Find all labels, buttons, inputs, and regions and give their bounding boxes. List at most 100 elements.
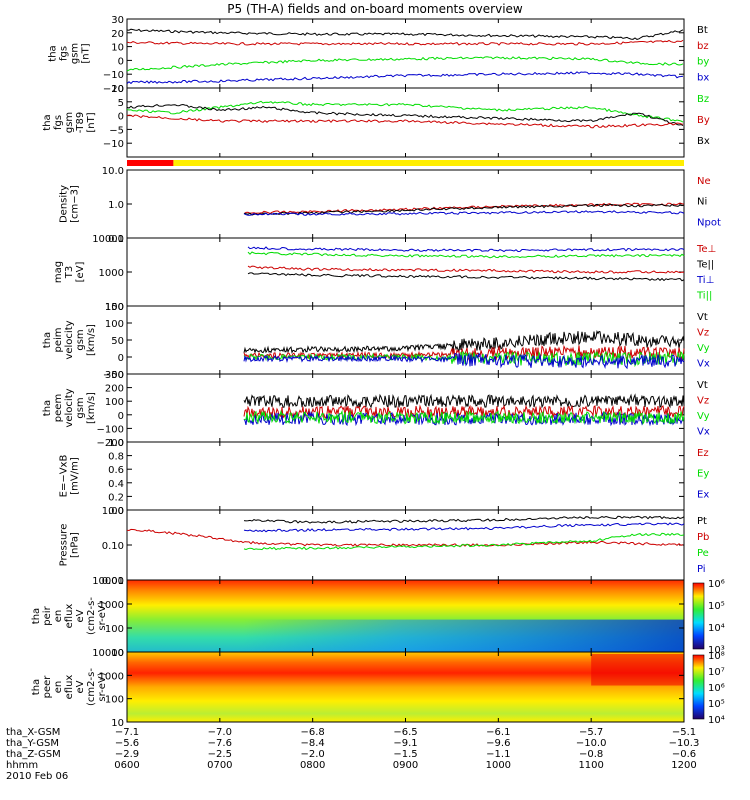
density-series-blue [243, 210, 685, 216]
efield-frame [126, 441, 685, 511]
ephem-value: 0700 [207, 760, 232, 771]
ephem-value: −7.0 [208, 727, 232, 738]
y-tick-label: −100 [97, 424, 124, 435]
ephem-value: −2.9 [115, 749, 139, 760]
chart-title: P5 (TH-A) fields and on-board moments ov… [227, 2, 523, 16]
fgs-series-blue [126, 71, 684, 85]
y-axis-label: fgs [53, 115, 64, 130]
y-axis-label: tha [42, 114, 53, 130]
y-axis-label: peim [53, 327, 64, 352]
vel_burst-series-red [243, 404, 685, 420]
y-tick-label: 0 [118, 112, 124, 123]
density-series-black [243, 203, 685, 216]
y-tick-label: 10 [111, 718, 124, 729]
ephem-value: −1.5 [393, 749, 417, 760]
y-axis-label: velocity [64, 320, 75, 359]
ephem-value: −1.1 [486, 749, 510, 760]
y-axis-label: gsm [75, 329, 86, 350]
colorbar-label: 10⁵ [708, 699, 725, 710]
legend-pressure: Pt [697, 516, 707, 527]
y-tick-label: 10000 [92, 648, 124, 659]
y-tick-label: 10 [111, 84, 124, 95]
legend-density: Ni [697, 197, 707, 208]
panel-efield: 1.0 0.8 0.6 0.4 0.2 0.0 E=−VxB [mV/m] Ez Ey Ex [59, 438, 710, 517]
y-axis-label: [nT] [81, 43, 92, 63]
legend-fgs: bz [697, 41, 709, 52]
y-tick-label: 0.6 [108, 465, 124, 476]
y-tick-label: 10000 [92, 234, 124, 245]
ephem-value: −0.8 [579, 749, 603, 760]
y-axis-label: velocity [64, 388, 75, 427]
y-tick-label: 100 [105, 302, 124, 313]
ephem-value: −8.4 [301, 738, 325, 749]
legend-vel_full: Vy [697, 343, 710, 354]
y-axis-label: eflux [64, 604, 75, 629]
legend-pressure: Pi [697, 564, 706, 575]
ephem-value: −6.5 [393, 727, 417, 738]
y-tick-label: 0.1 [108, 234, 124, 245]
mode-bar-fast [173, 160, 684, 166]
mode-bar [127, 160, 684, 166]
y-axis-label: [nT] [86, 112, 97, 132]
legend-vel_burst: Vt [697, 380, 708, 391]
y-axis-label: eflux [64, 675, 75, 700]
pressure-series-red [126, 528, 684, 547]
ephem-value: −9.6 [486, 738, 510, 749]
y-axis-label: peer [42, 675, 53, 699]
ephem-value: −5.6 [115, 738, 139, 749]
ephem-value: −10.3 [669, 738, 700, 749]
ephem-value: −6.8 [301, 727, 325, 738]
y-tick-label: 300 [105, 370, 124, 381]
y-tick-label: 100 [105, 397, 124, 408]
panel-elec_spec: 10⁸ 10⁷ 10⁶ 10⁵ 10⁴ 10000 1000 100 10 tha peer en ef… [31, 648, 725, 729]
y-axis-label: tha [31, 679, 42, 695]
ion_spec-colorbar: 10⁶ 10⁵ 10⁴ 10³ [692, 579, 725, 656]
vel_burst-series-black [243, 393, 685, 409]
y-axis-label: gsm [75, 397, 86, 418]
y-axis-label: peem [53, 394, 64, 422]
y-tick-label: 1000 [99, 600, 124, 611]
y-axis-label: [km/s] [86, 324, 97, 356]
y-axis-label: [nPa] [70, 532, 81, 558]
y-axis-label: en [53, 681, 64, 694]
y-tick-label: 50 [111, 336, 124, 347]
ephem-value: −2.5 [208, 749, 232, 760]
y-tick-label: 100 [105, 695, 124, 706]
temp-series-black [247, 272, 685, 282]
colorbar-label: 10⁵ [708, 601, 725, 612]
y-axis-label: T3 [64, 266, 75, 279]
y-tick-label: 0 [118, 56, 124, 67]
vel_full-frame [126, 305, 685, 375]
panel-density: 10.0 1.0 0.1 Density [cm−3] Ne Ni Npot [59, 166, 721, 245]
y-tick-label: 20 [111, 29, 124, 40]
panel-fgs_dev: 10 5 0 −5 −10 tha fgs gsm -T89 [nT] Bz By Bx [42, 84, 710, 158]
legend-temp: Te⊥ [696, 244, 716, 255]
y-tick-label: −10 [103, 70, 124, 81]
ephem-date: 2010 Feb 06 [6, 771, 68, 782]
y-tick-label: 1000 [99, 268, 124, 279]
vel_full-series-black [243, 329, 685, 354]
y-axis-label: tha [42, 332, 53, 348]
legend-vel_burst: Vz [697, 396, 709, 407]
fgs-series-red [126, 39, 684, 46]
legend-fgs: Bt [697, 25, 708, 36]
y-tick-label: 1000 [99, 671, 124, 682]
y-axis-label: sr-eV) [97, 672, 108, 701]
ephem-value: −10.0 [576, 738, 607, 749]
ephem-row-label: tha_Y-GSM [6, 738, 59, 749]
y-tick-label: 0.01 [102, 576, 124, 587]
colorbar-label: 10⁶ [708, 579, 725, 590]
ephem-value: −6.1 [486, 727, 510, 738]
legend-density: Ne [697, 176, 711, 187]
panel-ion_spec: 10⁶ 10⁵ 10⁴ 10³ 10000 1000 100 10 tha peir en eflux… [31, 576, 725, 659]
y-tick-label: 0.4 [108, 479, 124, 490]
y-axis-label: Density [59, 185, 70, 223]
colorbar-label: 10⁸ [708, 651, 725, 662]
y-tick-label: 0 [118, 411, 124, 422]
y-tick-label: −50 [103, 370, 124, 381]
legend-temp: Ti⊥ [696, 275, 714, 286]
fgs_dev-series-green [126, 100, 684, 123]
